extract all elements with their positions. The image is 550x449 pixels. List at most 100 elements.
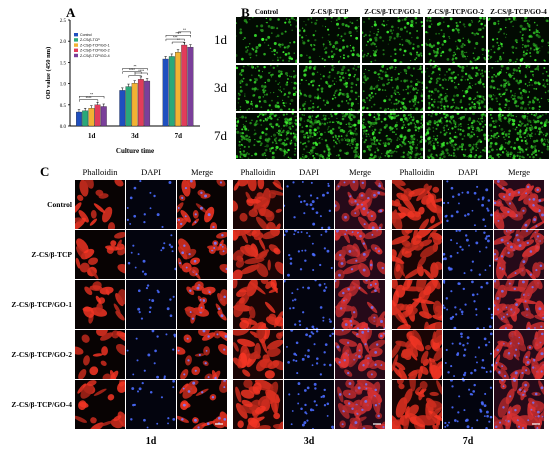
live-cell	[538, 115, 542, 118]
live-cell	[308, 94, 312, 98]
stain-label: Phalloidin	[82, 167, 118, 177]
live-cell	[523, 89, 526, 92]
nucleus	[352, 311, 356, 314]
nucleus	[379, 209, 383, 213]
nucleus	[541, 332, 544, 336]
live-cell	[426, 155, 429, 158]
live-cell	[274, 104, 278, 107]
live-cell	[373, 121, 376, 124]
actin-cell	[105, 289, 110, 296]
nucleus	[450, 186, 454, 190]
nucleus	[481, 203, 485, 207]
live-cell	[512, 17, 515, 19]
nucleus	[465, 418, 469, 422]
nucleus	[341, 423, 344, 426]
significance-label: **	[177, 38, 180, 42]
live-cell	[520, 101, 523, 105]
live-cell	[347, 25, 350, 28]
live-cell	[529, 137, 532, 139]
actin-cell	[432, 424, 439, 429]
live-cell	[396, 139, 399, 141]
live-cell	[386, 30, 390, 34]
live-cell	[402, 89, 405, 91]
live-cell	[484, 58, 486, 61]
nucleus	[362, 242, 366, 245]
live-cell	[500, 84, 503, 87]
actin-cell	[398, 383, 405, 390]
nucleus	[459, 245, 462, 249]
live-cell	[349, 21, 352, 23]
live-cell	[456, 47, 459, 50]
live-cell	[301, 126, 304, 129]
live-cell	[462, 69, 464, 71]
nucleus	[502, 316, 505, 319]
live-cell	[390, 140, 392, 143]
live-cell	[286, 124, 288, 126]
live-cell	[356, 124, 358, 126]
live-cell	[480, 78, 482, 80]
live-cell	[242, 123, 244, 126]
live-cell	[450, 154, 453, 157]
live-cell-micrograph	[425, 65, 486, 111]
live-cell	[369, 38, 373, 42]
live-cell	[305, 131, 309, 135]
live-cell	[470, 151, 473, 154]
live-cell	[318, 141, 321, 145]
panel-c-letter: C	[40, 164, 50, 179]
live-cell	[342, 115, 344, 117]
live-cell	[412, 87, 415, 89]
actin-cell	[395, 264, 401, 272]
live-cell	[339, 78, 343, 82]
live-cell	[420, 147, 423, 151]
live-cell	[431, 154, 433, 156]
live-cell	[340, 68, 344, 72]
live-cell	[435, 54, 438, 57]
nucleus	[194, 221, 197, 224]
live-cell	[529, 78, 533, 82]
nucleus	[347, 371, 350, 375]
live-cell	[264, 132, 268, 136]
live-cell	[378, 156, 380, 158]
actin-cell	[436, 380, 442, 396]
actin-cell	[216, 180, 226, 187]
live-cell	[310, 45, 313, 47]
live-cell	[488, 154, 492, 159]
nucleus	[202, 330, 206, 333]
nucleus	[315, 404, 318, 407]
live-cell	[468, 154, 473, 158]
live-cell	[344, 24, 348, 27]
live-cell	[304, 154, 308, 158]
live-cell	[413, 122, 416, 124]
nucleus	[446, 308, 449, 311]
live-cell	[502, 52, 505, 54]
nucleus	[458, 202, 460, 205]
live-cell	[447, 114, 449, 116]
live-cell	[500, 115, 502, 118]
live-cell	[403, 17, 407, 21]
live-cell	[341, 117, 345, 121]
live-cell	[285, 143, 288, 146]
live-cell	[310, 150, 314, 154]
live-cell	[474, 105, 476, 108]
live-cell	[374, 132, 376, 134]
live-cell	[327, 55, 331, 59]
legend-swatch	[74, 38, 78, 42]
live-cell	[401, 19, 404, 22]
nucleus	[462, 380, 465, 382]
live-cell	[342, 130, 346, 134]
live-cell	[488, 70, 490, 73]
nucleus	[211, 396, 215, 399]
live-cell	[425, 42, 428, 45]
live-cell	[316, 71, 319, 74]
live-cell	[496, 153, 500, 157]
live-cell	[329, 43, 332, 46]
nucleus	[200, 206, 203, 210]
actin-cell	[107, 222, 116, 229]
y-tick-label: 0.0	[60, 125, 67, 130]
live-cell	[244, 116, 247, 119]
live-cell	[414, 17, 418, 20]
live-cell	[435, 78, 438, 81]
live-cell	[519, 58, 523, 62]
live-cell	[374, 50, 377, 54]
live-cell	[286, 118, 291, 122]
